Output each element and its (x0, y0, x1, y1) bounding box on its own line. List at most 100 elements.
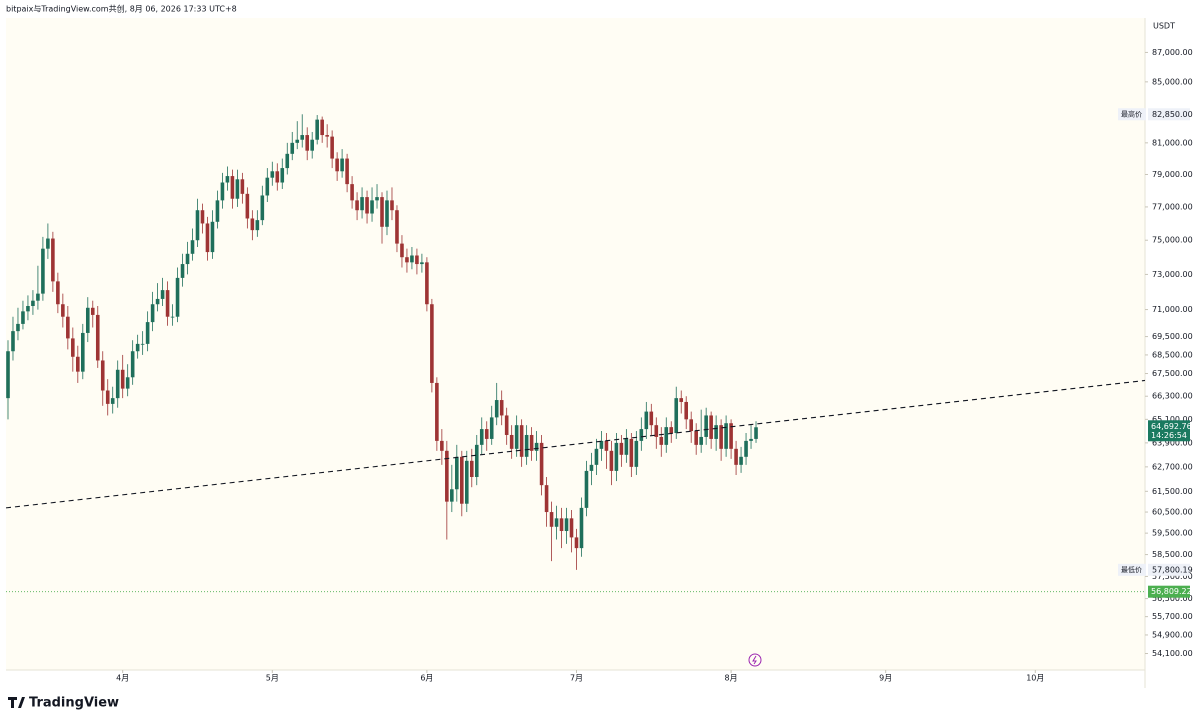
candle-body (415, 255, 419, 265)
y-tick-label: 55,700.00 (1152, 612, 1193, 621)
candle-body (714, 425, 718, 439)
countdown: 14:26:54 (1151, 431, 1187, 440)
candle-body (76, 356, 80, 372)
candle-body (280, 168, 285, 183)
candle-body (185, 253, 190, 265)
candle-body (654, 425, 659, 437)
candle-body (195, 210, 200, 241)
candle-body (589, 464, 594, 471)
header: bitpaix与TradingView.com共创, 8月 06, 2026 1… (6, 4, 237, 14)
candle-body (634, 440, 639, 467)
candle-body (140, 343, 145, 345)
candle-body (200, 210, 205, 224)
candle-body (245, 193, 250, 219)
candle-body (489, 417, 494, 439)
candle-body (95, 314, 100, 361)
candle-body (624, 438, 629, 455)
candle-body (21, 311, 25, 324)
candle-body (56, 281, 60, 305)
candle-body (435, 382, 439, 441)
candle-body (135, 343, 140, 352)
candle-body (31, 300, 35, 307)
candle-body (275, 171, 280, 183)
candle-body (749, 438, 753, 441)
candle-body (504, 415, 509, 435)
candle-body (400, 243, 404, 258)
candle-body (130, 351, 135, 378)
y-tick-label: 77,000.00 (1152, 202, 1193, 211)
candle-body (469, 460, 474, 477)
candle-body (315, 119, 319, 140)
candle-body (405, 257, 409, 263)
high-marker-tag: 最高价 (1121, 109, 1142, 118)
candle-body (355, 200, 359, 211)
plot-area (6, 18, 1145, 670)
candle-body (569, 518, 574, 538)
candle-body (704, 415, 708, 437)
candle-body (664, 427, 669, 445)
y-tick-label: 81,000.00 (1152, 138, 1193, 147)
y-tick-label: 54,100.00 (1152, 649, 1193, 658)
candles (6, 114, 758, 570)
lightning-icon (748, 653, 762, 667)
candle-body (105, 390, 110, 404)
y-tick-label: 68,500.00 (1152, 350, 1193, 359)
x-tick-label: 8月 (725, 674, 738, 683)
candle-body (290, 142, 295, 154)
candle-body (180, 264, 185, 278)
candle-body (51, 238, 55, 282)
y-tick-label: 61,500.00 (1152, 487, 1193, 496)
candle-body (544, 485, 549, 513)
candle-body (210, 221, 215, 253)
candle-body (85, 307, 90, 333)
candle-body (285, 153, 290, 169)
candle-body (689, 419, 693, 432)
candle-body (240, 179, 245, 194)
candle-body (559, 518, 564, 532)
x-tick-label: 5月 (266, 674, 279, 683)
candle-body (450, 489, 454, 502)
candle-body (669, 427, 674, 434)
candle-body (115, 369, 120, 399)
high-marker-box (1148, 108, 1190, 121)
candle-body (330, 136, 334, 159)
candle-body (440, 440, 444, 451)
candle-body (734, 448, 738, 465)
candle-body (295, 139, 300, 143)
candle-body (684, 401, 689, 420)
candle-body (16, 323, 20, 332)
candle-body (430, 304, 434, 383)
x-tick-label: 7月 (570, 674, 583, 683)
candle-body (549, 512, 554, 527)
candle-body (125, 377, 130, 389)
candle-body (170, 316, 175, 318)
candle-body (365, 197, 369, 214)
y-tick-label: 59,500.00 (1152, 529, 1193, 538)
candle-body (534, 442, 539, 451)
y-tick-label: 56,500.00 (1152, 594, 1193, 603)
y-tick-label: 57,500.00 (1152, 572, 1193, 581)
candle-body (614, 442, 619, 471)
candle-body (46, 238, 50, 249)
candle-body (190, 240, 195, 254)
candle-body (709, 415, 713, 439)
candle-body (604, 440, 609, 451)
candle-body (539, 442, 544, 486)
y-tick-label: 71,000.00 (1152, 305, 1193, 314)
candle-body (80, 332, 85, 372)
candle-body (659, 436, 664, 445)
candle-body (375, 197, 379, 201)
logo-text: TradingView (29, 696, 119, 711)
candle-body (594, 448, 599, 465)
candle-body (305, 135, 310, 151)
candle-body (100, 360, 105, 391)
candle-body (160, 290, 165, 299)
candle-body (494, 400, 499, 418)
candle-body (385, 200, 389, 227)
y-tick-label: 85,000.00 (1152, 77, 1193, 86)
candle-body (644, 411, 649, 430)
candle-body (729, 423, 733, 449)
high-marker-tag-box (1118, 108, 1146, 121)
